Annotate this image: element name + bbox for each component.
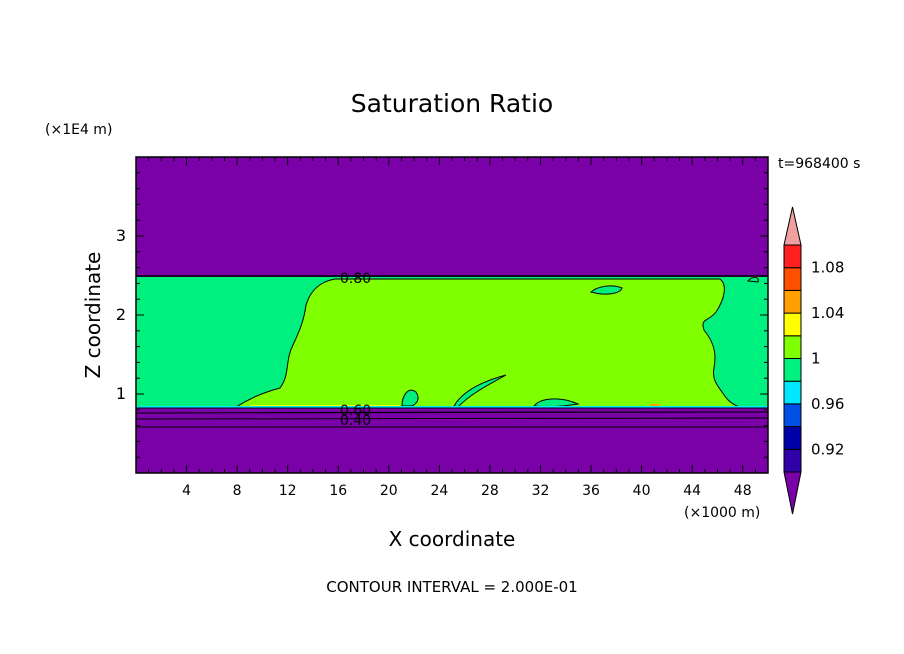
colorbar-tick-label: 1 — [811, 350, 821, 368]
x-tick-label: 28 — [481, 483, 499, 499]
contour-interval-note: CONTOUR INTERVAL = 2.000E-01 — [326, 578, 577, 596]
x-tick-label: 24 — [430, 483, 448, 499]
x-tick-label: 16 — [329, 483, 347, 499]
y-unit-label: (×1E4 m) — [45, 122, 112, 138]
y-tick-label: 3 — [116, 226, 126, 245]
contour-island — [747, 276, 759, 283]
contour-island — [453, 374, 507, 408]
chart-title: Saturation Ratio — [351, 89, 553, 118]
colorbar-swatch — [783, 448, 802, 473]
time-label: t=968400 s — [778, 156, 860, 172]
colorbar: 1.08 1.04 1 0.96 0.92 — [783, 206, 844, 515]
y-tick-label: 2 — [116, 305, 126, 324]
colorbar-tick-label: 0.92 — [811, 440, 844, 458]
colorbar-under-arrow — [783, 471, 802, 515]
colorbar-swatch — [783, 358, 802, 382]
contour-line-020 — [135, 426, 769, 428]
contour-line-040 — [135, 417, 769, 420]
contour-island — [401, 389, 419, 407]
y-tick-label: 1 — [116, 384, 126, 403]
colorbar-tick-label: 1.08 — [811, 259, 844, 277]
bright-green-region — [234, 278, 741, 408]
orange-spot — [650, 404, 660, 407]
colorbar-swatch — [783, 289, 802, 314]
x-tick-label: 8 — [233, 483, 242, 499]
contour-island — [589, 285, 623, 295]
x-tick-label: 44 — [683, 483, 701, 499]
colorbar-swatch — [783, 312, 802, 337]
cyan-band — [136, 406, 768, 408]
x-tick-label: 12 — [279, 483, 297, 499]
contour-label: 0.60 — [340, 403, 371, 419]
colorbar-over-arrow — [783, 206, 802, 246]
colorbar-tick-label: 0.96 — [811, 395, 844, 413]
x-tick-label: 40 — [633, 483, 651, 499]
plot-area: 0.80 0.60 0.40 — [135, 156, 769, 474]
y-axis-title: Z coordinate — [81, 252, 105, 379]
colorbar-swatch — [783, 335, 802, 359]
contour-label: 0.80 — [340, 271, 371, 287]
colorbar-swatch — [783, 244, 802, 269]
x-tick-label: 20 — [380, 483, 398, 499]
x-axis: 4 8 12 16 20 24 28 32 36 40 44 48 — [148, 157, 756, 499]
colorbar-tick-label: 1.04 — [811, 304, 844, 322]
x-unit-label: (×1000 m) — [684, 505, 760, 521]
colorbar-swatch — [783, 380, 802, 405]
x-axis-title: X coordinate — [389, 527, 516, 551]
colorbar-swatch — [783, 403, 802, 428]
y-axis: 1 2 3 — [116, 172, 768, 458]
x-tick-label: 32 — [532, 483, 550, 499]
x-tick-label: 36 — [582, 483, 600, 499]
x-tick-label: 48 — [734, 483, 752, 499]
contour-label: 0.40 — [340, 413, 371, 429]
colorbar-swatch — [783, 426, 802, 450]
colorbar-swatch — [783, 267, 802, 291]
x-tick-label: 4 — [182, 483, 191, 499]
